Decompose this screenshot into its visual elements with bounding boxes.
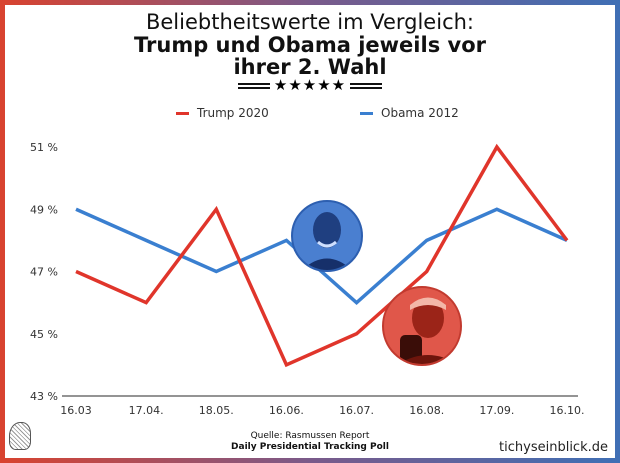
x-tick-label: 18.05.: [199, 404, 234, 417]
chart-title-line1: Beliebtheitswerte im Vergleich:: [145, 10, 474, 34]
stars-icon: ★★★★★: [273, 76, 347, 94]
legend-item-trump: Trump 2020: [176, 106, 269, 120]
legend-item-obama: Obama 2012: [360, 106, 459, 120]
legend-swatch: [176, 112, 189, 115]
series-line-trump-2020: [75, 143, 569, 368]
obama-photo: [291, 200, 363, 272]
chart-title-line2: Trump und Obama jeweils vor: [134, 33, 486, 57]
chart-title-line3: ihrer 2. Wahl: [233, 55, 387, 79]
x-tick-label: 17.09.: [479, 404, 514, 417]
source-line1: Quelle: Rasmussen Report: [250, 431, 370, 441]
source-note: Quelle: Rasmussen Report Daily President…: [0, 431, 620, 453]
y-tick-label: 49 %: [30, 203, 58, 216]
x-tick-label: 17.04.: [129, 404, 164, 417]
y-tick-label: 45 %: [30, 328, 58, 341]
legend-swatch: [360, 112, 373, 115]
x-tick-label: 16.08.: [409, 404, 444, 417]
x-tick-label: 16.10.: [550, 404, 585, 417]
stars-divider: ★★★★★: [0, 76, 620, 94]
y-tick-label: 43 %: [30, 390, 58, 403]
legend-label: Trump 2020: [197, 106, 269, 120]
x-tick-label: 16.07.: [339, 404, 374, 417]
brand-text: tichyseinblick.de: [499, 440, 608, 455]
x-tick-label: 16.06.: [269, 404, 304, 417]
source-line2: Daily Presidential Tracking Poll: [231, 442, 389, 452]
x-tick-label: 16.03: [60, 404, 92, 417]
logo-icon: [9, 422, 31, 450]
trump-photo: [382, 286, 462, 366]
legend-label: Obama 2012: [381, 106, 459, 120]
chart-title-bold: Trump und Obama jeweils vor ihrer 2. Wah…: [0, 34, 620, 78]
y-tick-label: 51 %: [30, 141, 58, 154]
y-tick-label: 47 %: [30, 266, 58, 279]
